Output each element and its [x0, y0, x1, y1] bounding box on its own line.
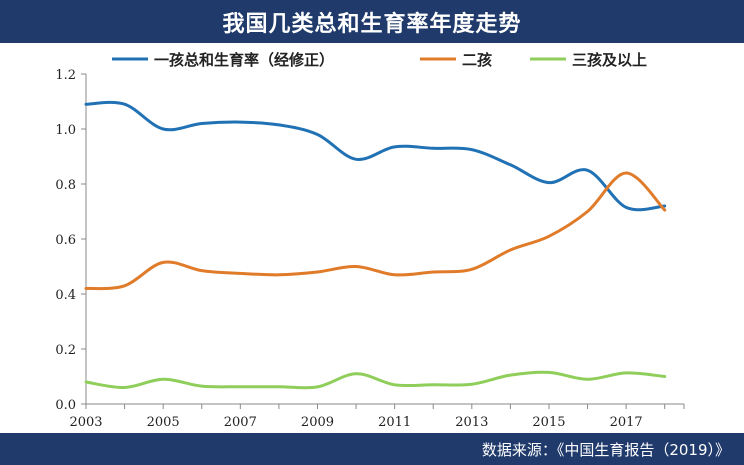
- legend-label: 三孩及以上: [572, 51, 647, 69]
- chart-series: [84, 100, 667, 390]
- y-tick-label: 1.0: [55, 123, 76, 138]
- y-tick-label: 0.4: [55, 288, 76, 303]
- legend-label: 一孩总和生育率（经修正）: [154, 51, 334, 69]
- y-tick-label: 0.2: [55, 343, 76, 358]
- y-tick-label: 0.0: [55, 398, 76, 413]
- legend-label: 二孩: [462, 51, 492, 69]
- chart-legend: 一孩总和生育率（经修正） 二孩 三孩及以上: [112, 51, 647, 69]
- series-line: [84, 171, 667, 291]
- line-chart: 0.0 0.2 0.4 0.6 0.8 1.0 1.2 2003 2005 2007 2009 201…: [55, 51, 685, 430]
- x-tick-label: 2009: [301, 415, 334, 430]
- y-tick-label: 0.6: [55, 233, 76, 248]
- x-tick-label: 2013: [455, 415, 488, 430]
- y-tick-label: 0.8: [55, 178, 76, 193]
- source-note: 数据来源：《中国生育报告（2019）》: [0, 433, 744, 465]
- series-line: [84, 100, 667, 212]
- x-tick-label: 2011: [378, 415, 411, 430]
- x-tick-label: 2003: [69, 415, 102, 430]
- chart-axes: 0.0 0.2 0.4 0.6 0.8 1.0 1.2 2003 2005 2007 2009 201…: [55, 68, 685, 430]
- x-tick-label: 2007: [224, 415, 257, 430]
- x-tick-label: 2017: [610, 415, 643, 430]
- x-tick-label: 2015: [532, 415, 565, 430]
- series-line: [84, 370, 667, 390]
- chart-title: 我国几类总和生育率年度走势: [0, 0, 744, 43]
- x-tick-label: 2005: [147, 415, 180, 430]
- y-tick-label: 1.2: [55, 68, 76, 83]
